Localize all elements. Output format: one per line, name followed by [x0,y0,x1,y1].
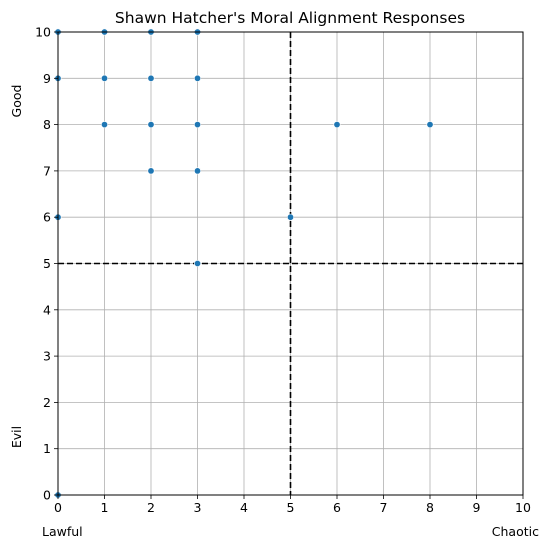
data-point-16 [286,213,294,221]
data-points [54,28,434,499]
x-tick-label-3: 3 [194,500,202,515]
y-axis-bottom-label: Evil [9,426,24,448]
y-axis-top-label: Good [9,85,24,118]
x-axis-left-label: Lawful [42,524,83,539]
y-tick-label-4: 4 [43,302,51,317]
reference-lines [58,32,523,495]
chart-title: Shawn Hatcher's Moral Alignment Response… [115,9,465,27]
y-tick-label-10: 10 [35,25,51,40]
data-point-6 [147,74,155,82]
y-tick-label-6: 6 [43,210,51,225]
data-point-12 [426,121,434,129]
x-axis-ticks: 0 1 2 3 4 5 6 7 8 9 10 [54,495,531,515]
x-tick-label-10: 10 [515,500,531,515]
x-tick-label-4: 4 [240,500,248,515]
x-tick-label-1: 1 [101,500,109,515]
data-point-9 [147,121,155,129]
y-axis-ticks: 0 1 2 3 4 5 6 7 8 9 10 [35,25,58,503]
y-tick-label-0: 0 [43,488,51,503]
x-tick-label-2: 2 [147,500,155,515]
data-point-11 [333,121,341,129]
data-point-17 [194,259,202,267]
y-tick-label-2: 2 [43,395,51,410]
x-tick-label-9: 9 [473,500,481,515]
y-tick-label-8: 8 [43,117,51,132]
y-tick-label-1: 1 [43,441,51,456]
data-point-7 [194,74,202,82]
x-tick-label-8: 8 [426,500,434,515]
x-tick-label-0: 0 [54,500,62,515]
data-point-13 [147,167,155,175]
data-point-8 [101,121,109,129]
y-tick-label-9: 9 [43,71,51,86]
x-tick-label-6: 6 [333,500,341,515]
x-tick-label-7: 7 [380,500,388,515]
y-tick-label-7: 7 [43,163,51,178]
x-axis-right-label: Chaotic [492,524,539,539]
y-tick-label-3: 3 [43,349,51,364]
y-tick-label-5: 5 [43,256,51,271]
data-point-10 [194,121,202,129]
data-point-14 [194,167,202,175]
x-tick-label-5: 5 [287,500,295,515]
data-point-5 [101,74,109,82]
